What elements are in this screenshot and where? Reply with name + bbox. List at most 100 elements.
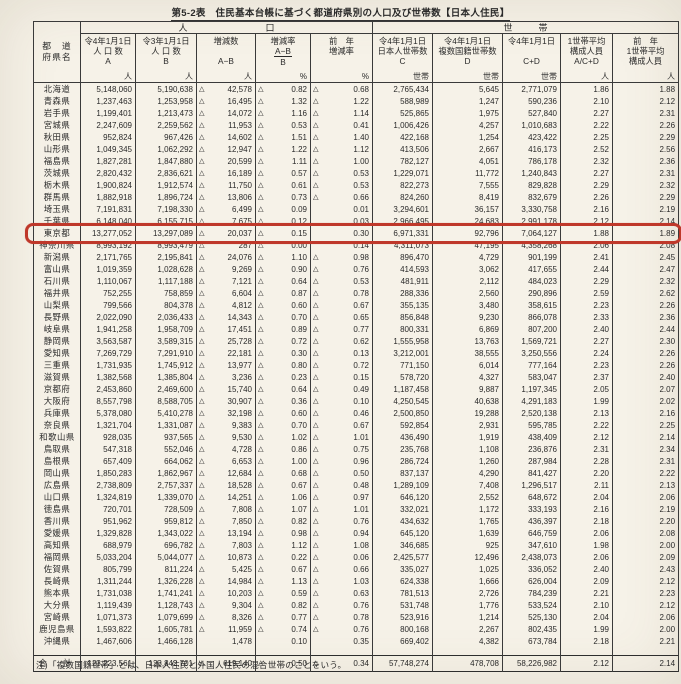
table-body: 北海道 5,148,060 5,190,638 △ 42,578 △ 0.82 △ 0.68 2,… xyxy=(33,82,680,671)
cell-households-d: 4,729 xyxy=(432,251,503,263)
table-row: 福島県 1,827,281 1,847,880 △ 20,599 △ 1.11 △ 1.00 78… xyxy=(33,155,680,167)
cell-population-b: 959,812 xyxy=(135,515,197,527)
cell-households-d: 1,639 xyxy=(432,527,503,539)
cell-households-c: 4,250,545 xyxy=(372,395,433,407)
cell-prefecture-name: 高知県 xyxy=(33,539,81,551)
cell-households-cd: 648,672 xyxy=(502,491,561,503)
table-row: 兵庫県 5,378,080 5,410,278 △ 32,198 △ 0.60 △ 0.46 2,… xyxy=(33,407,680,419)
cell-prev-avg-members: 2.31 xyxy=(611,167,680,179)
cell-households-c: 2,765,434 xyxy=(372,82,433,95)
table-row: 愛媛県 1,329,828 1,343,022 △ 13,194 △ 0.98 △ 0.94 64… xyxy=(33,527,680,539)
cell-households-c: 2,500,850 xyxy=(372,407,433,419)
cell-households-cd: 484,023 xyxy=(502,275,561,287)
cell-population-b: 967,426 xyxy=(135,131,197,143)
cell-population-a: 2,738,809 xyxy=(80,479,136,491)
cell-change-rate: △ 1.16 xyxy=(255,107,311,119)
cell-change: △ 14,602 xyxy=(196,131,256,143)
cell-population-b: 1,062,292 xyxy=(135,143,197,155)
cell-change: △ 13,194 xyxy=(196,527,256,539)
cell-prev-avg-members: 2.12 xyxy=(611,599,680,611)
cell-prev-year-rate: △ 0.76 xyxy=(310,623,373,635)
cell-change-rate: △ 1.11 xyxy=(255,155,311,167)
column-header-households-cd: 令4年1月1日 C+D 世帯 xyxy=(502,33,561,83)
table-row: 宮城県 2,247,609 2,259,562 △ 11,953 △ 0.53 △ 0.41 1,… xyxy=(33,119,680,131)
table-row: 山形県 1,049,345 1,062,292 △ 12,947 △ 1.22 △ 1.12 41… xyxy=(33,143,680,155)
spacer-row xyxy=(33,647,680,655)
cell-prev-avg-members: 2.21 xyxy=(611,635,680,647)
cell-households-c: 782,127 xyxy=(372,155,433,167)
cell-population-a: 1,119,439 xyxy=(80,599,136,611)
table-row: 福岡県 5,033,204 5,044,077 △ 10,873 △ 0.22 △ 0.06 2,… xyxy=(33,551,680,563)
table-row: 長野県 2,022,090 2,036,433 △ 14,343 △ 0.70 △ 0.65 85… xyxy=(33,311,680,323)
cell-population-b: 5,190,638 xyxy=(135,82,197,95)
cell-avg-members: 2.23 xyxy=(560,359,613,371)
cell-change-rate: △ 0.67 xyxy=(255,479,311,491)
cell-prev-avg-members: 2.20 xyxy=(611,515,680,527)
cell-households-d: 1,765 xyxy=(432,515,503,527)
cell-population-a: 13,277,052 xyxy=(80,227,136,239)
cell-prefecture-name: 茨城県 xyxy=(33,167,81,179)
table-row: 島根県 657,409 664,062 △ 6,653 △ 1.00 △ 0.96 286,724… xyxy=(33,455,680,467)
spacer-cell xyxy=(135,647,197,655)
cell-population-a: 1,882,918 xyxy=(80,191,136,203)
table-row: 佐賀県 805,799 811,224 △ 5,425 △ 0.67 △ 0.66 335,027… xyxy=(33,563,680,575)
cell-households-d: 2,726 xyxy=(432,587,503,599)
cell-households-d: 2,667 xyxy=(432,143,503,155)
cell-households-c: 646,120 xyxy=(372,491,433,503)
page-title: 第5-2表 住民基本台帳に基づく都道府県別の人口及び世帯数【日本人住民】 xyxy=(171,8,510,21)
cell-households-cd: 2,520,138 xyxy=(502,407,561,419)
cell-households-cd: 336,052 xyxy=(502,563,561,575)
cell-households-cd: 646,759 xyxy=(502,527,561,539)
cell-households-c: 837,137 xyxy=(372,467,433,479)
cell-prefecture-name: 佐賀県 xyxy=(33,563,81,575)
spacer-cell xyxy=(80,647,136,655)
cell-change-rate: △ 0.77 xyxy=(255,611,311,623)
table-row: 秋田県 952,824 967,426 △ 14,602 △ 1.51 △ 1.40 422,16… xyxy=(33,131,680,143)
cell-change: △ 14,251 xyxy=(196,491,256,503)
cell-households-d: 8,419 xyxy=(432,191,503,203)
cell-population-b: 1,605,781 xyxy=(135,623,197,635)
cell-prefecture-name: 三重県 xyxy=(33,359,81,371)
table-row: 高知県 688,979 696,782 △ 7,803 △ 1.12 △ 1.08 346,685… xyxy=(33,539,680,551)
cell-population-a: 2,171,765 xyxy=(80,251,136,263)
cell-households-d: 4,290 xyxy=(432,467,503,479)
cell-prev-avg-members: 2.12 xyxy=(611,95,680,107)
cell-prefecture-name: 静岡県 xyxy=(33,335,81,347)
cell-population-b: 1,128,743 xyxy=(135,599,197,611)
cell-population-b: 811,224 xyxy=(135,563,197,575)
cell-population-b: 1,079,699 xyxy=(135,611,197,623)
cell-prev-avg-members: 2.62 xyxy=(611,287,680,299)
cell-prefecture-name: 鳥取県 xyxy=(33,443,81,455)
cell-prev-year-rate: 0.35 xyxy=(310,635,373,647)
column-header-change-rate: 増減率 A−B B% xyxy=(255,33,311,83)
cell-households-c: 645,120 xyxy=(372,527,433,539)
cell-change-rate: △ 0.82 xyxy=(255,82,311,95)
cell-households-c: 523,916 xyxy=(372,611,433,623)
cell-prev-year-rate: 0.01 xyxy=(310,203,373,215)
cell-change-rate: △ 0.74 xyxy=(255,623,311,635)
spacer-cell xyxy=(502,647,561,655)
cell-prev-avg-members: 2.06 xyxy=(611,491,680,503)
cell-prev-avg-members: 2.12 xyxy=(611,575,680,587)
cell-change: △ 14,072 xyxy=(196,107,256,119)
cell-population-b: 5,410,278 xyxy=(135,407,197,419)
cell-households-c: 413,506 xyxy=(372,143,433,155)
cell-households-c: 235,768 xyxy=(372,443,433,455)
cell-population-a: 688,979 xyxy=(80,539,136,551)
cell-population-a: 5,378,080 xyxy=(80,407,136,419)
cell-prev-year-rate: △ 0.78 xyxy=(310,611,373,623)
cell-households-c: 800,168 xyxy=(372,623,433,635)
cell-prev-avg-members: 2.23 xyxy=(611,587,680,599)
cell-population-b: 7,291,910 xyxy=(135,347,197,359)
cell-prev-year-rate: △ 1.14 xyxy=(310,107,373,119)
column-header-households-c: 令4年1月1日 日本人世帯数 C 世帯 xyxy=(372,33,433,83)
cell-households-c: 525,865 xyxy=(372,107,433,119)
cell-change-rate: △ 0.22 xyxy=(255,551,311,563)
cell-avg-members: 2.04 xyxy=(560,491,613,503)
cell-households-cd: 2,991,178 xyxy=(502,215,561,227)
cell-households-c: 422,168 xyxy=(372,131,433,143)
cell-households-cd: 626,004 xyxy=(502,575,561,587)
table-row: 鹿児島県 1,593,822 1,605,781 △ 11,959 △ 0.74 △ 0.76 8… xyxy=(33,623,680,635)
cell-prev-avg-members: 1.88 xyxy=(611,82,680,95)
cell-households-d: 925 xyxy=(432,539,503,551)
